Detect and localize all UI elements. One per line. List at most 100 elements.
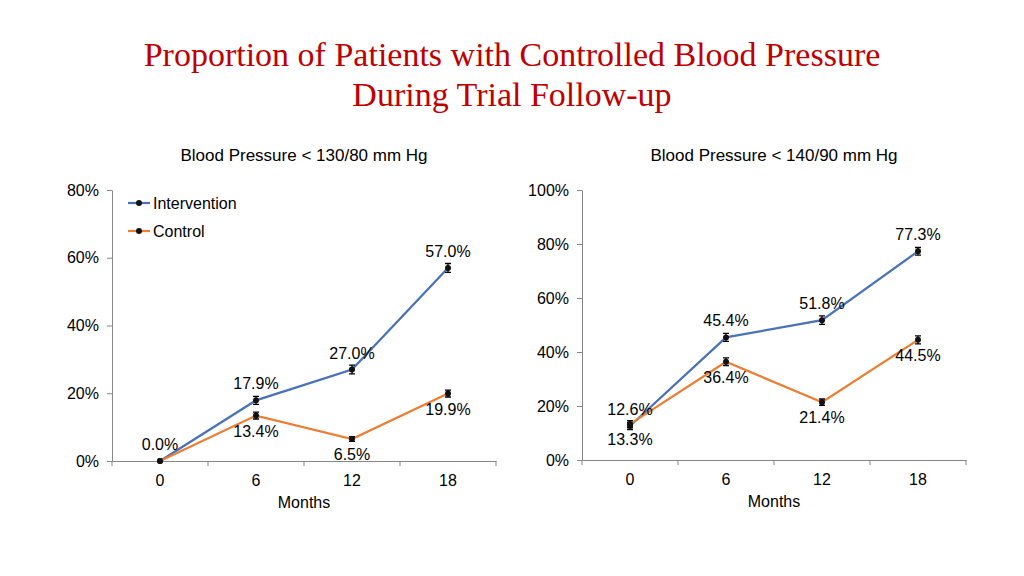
y-tick-mark xyxy=(107,393,112,394)
point xyxy=(819,317,825,323)
x-divider xyxy=(400,461,401,466)
y-tick-label: 80% xyxy=(67,182,99,199)
data-label: 77.3% xyxy=(895,226,940,243)
x-divider xyxy=(966,460,967,465)
error-bar xyxy=(253,412,259,419)
page-title: During Trial Follow-up xyxy=(352,76,671,113)
data-label: 21.4% xyxy=(799,409,844,426)
error-bar xyxy=(819,316,825,325)
y-tick: 100% xyxy=(528,182,582,199)
x-divider xyxy=(582,460,583,465)
y-axis-line xyxy=(582,191,583,461)
legend-item: Intervention xyxy=(128,195,237,212)
y-tick-label: 20% xyxy=(537,398,569,415)
point xyxy=(349,367,355,373)
chart-title: Blood Pressure < 130/80 mm Hg xyxy=(180,146,427,165)
series xyxy=(627,336,921,428)
y-tick-mark xyxy=(577,460,582,461)
x-tick: 18 xyxy=(909,460,927,488)
data-label: 45.4% xyxy=(703,312,748,329)
data-label: 13.4% xyxy=(233,423,278,440)
error-bar xyxy=(723,333,729,341)
y-tick-label: 60% xyxy=(67,249,99,266)
y-axis: 0% 20% 40% 60% 80% xyxy=(67,182,113,470)
x-tick-label: 18 xyxy=(439,472,457,489)
legend-label: Control xyxy=(153,223,205,240)
y-tick-mark xyxy=(577,298,582,299)
legend: Intervention Control xyxy=(128,195,237,240)
x-tick: 12 xyxy=(813,460,831,488)
point xyxy=(819,399,825,405)
data-label: 6.5% xyxy=(334,446,370,463)
x-axis-title: Months xyxy=(278,494,330,511)
point xyxy=(253,397,259,403)
x-tick-label: 0 xyxy=(626,471,635,488)
y-tick-label: 40% xyxy=(537,344,569,361)
error-bar xyxy=(349,437,355,442)
y-tick-label: 80% xyxy=(537,236,569,253)
data-label: 57.0% xyxy=(425,243,470,260)
y-tick-mark xyxy=(107,461,112,462)
point xyxy=(157,458,163,464)
y-tick: 80% xyxy=(67,182,112,199)
series xyxy=(157,264,451,464)
y-tick: 0% xyxy=(546,452,582,469)
x-divider xyxy=(870,460,871,465)
y-tick-label: 0% xyxy=(76,453,99,470)
x-divider xyxy=(304,461,305,466)
x-axis: 0 6 12 18 xyxy=(582,460,967,488)
point xyxy=(253,413,259,419)
y-tick-mark xyxy=(107,258,112,259)
y-tick-mark xyxy=(107,326,112,327)
data-label: 19.9% xyxy=(425,401,470,418)
x-tick: 6 xyxy=(722,460,731,488)
y-tick-label: 60% xyxy=(537,290,569,307)
data-label: 13.3% xyxy=(607,431,652,448)
y-tick: 40% xyxy=(67,317,112,334)
data-label: 36.4% xyxy=(703,369,748,386)
error-bar xyxy=(915,248,921,256)
data-label: 12.6% xyxy=(607,401,652,418)
legend-item: Control xyxy=(128,223,205,240)
series-line xyxy=(630,251,918,426)
point xyxy=(627,421,633,427)
data-label: 27.0% xyxy=(329,345,374,362)
y-tick-label: 100% xyxy=(528,182,569,199)
chart-title: Blood Pressure < 140/90 mm Hg xyxy=(650,146,897,165)
series xyxy=(157,390,451,464)
data-label: 44.5% xyxy=(895,347,940,364)
series-line xyxy=(630,340,918,424)
chart-page: Proportion of Patients with Controlled B… xyxy=(0,0,1024,576)
series-line xyxy=(160,268,448,461)
series xyxy=(627,248,921,430)
legend-marker xyxy=(136,200,142,206)
x-axis-title: Months xyxy=(748,493,800,510)
y-tick-mark xyxy=(577,244,582,245)
point xyxy=(915,248,921,254)
x-tick: 18 xyxy=(439,461,457,489)
error-bar xyxy=(723,358,729,366)
error-bar xyxy=(445,264,451,273)
x-divider xyxy=(496,461,497,466)
x-tick: 0 xyxy=(626,460,635,488)
point xyxy=(723,359,729,365)
data-label: 17.9% xyxy=(233,375,278,392)
plot-marks xyxy=(627,248,921,430)
page-title: Proportion of Patients with Controlled B… xyxy=(144,36,881,73)
y-tick-mark xyxy=(577,190,582,191)
x-divider xyxy=(774,460,775,465)
y-tick: 40% xyxy=(537,344,582,361)
x-tick-label: 18 xyxy=(909,471,927,488)
x-tick: 0 xyxy=(156,461,165,489)
data-labels: 12.6%45.4%51.8%77.3%13.3%36.4%21.4%44.5% xyxy=(607,226,940,448)
x-divider xyxy=(208,461,209,466)
y-tick: 20% xyxy=(67,385,112,402)
x-tick-label: 12 xyxy=(813,471,831,488)
y-tick: 0% xyxy=(76,453,112,470)
series-line xyxy=(160,394,448,461)
error-bar xyxy=(349,365,355,374)
x-tick: 12 xyxy=(343,461,361,489)
y-tick-label: 0% xyxy=(546,452,569,469)
chart: Blood Pressure < 140/90 mm Hg 0% 20% 40% 60%… xyxy=(528,146,966,510)
y-tick: 60% xyxy=(537,290,582,307)
